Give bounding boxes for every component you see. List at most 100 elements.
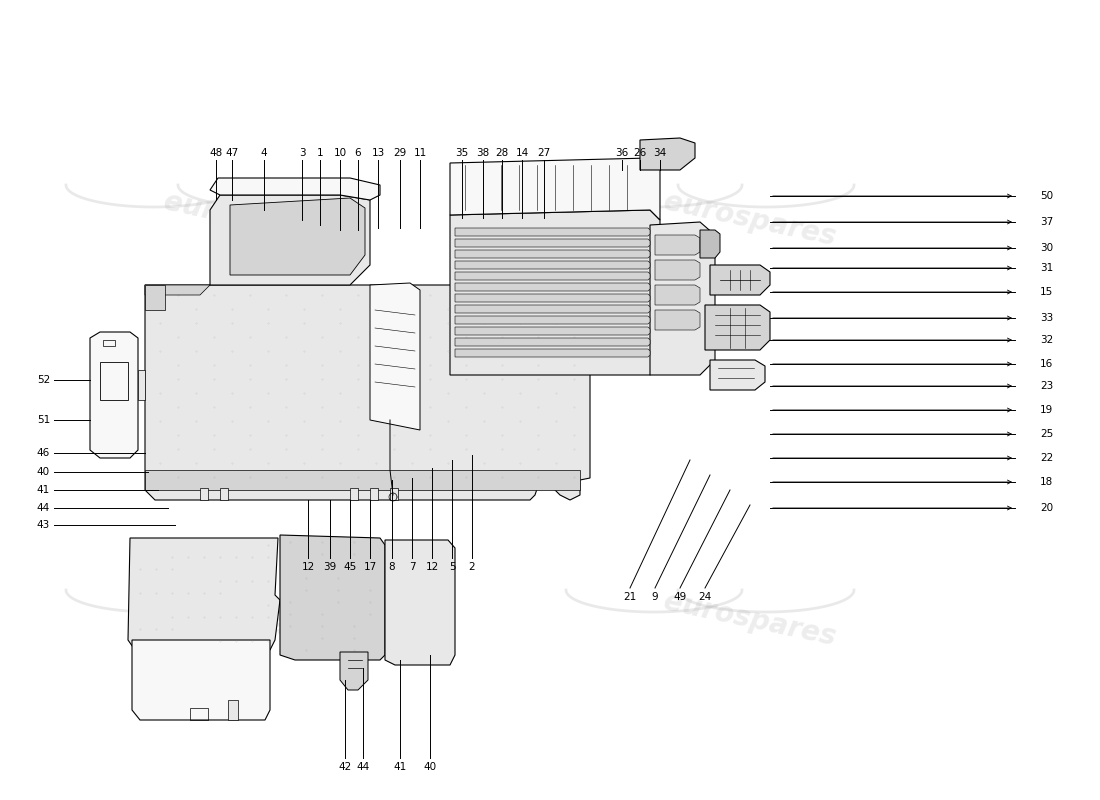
Polygon shape (132, 640, 270, 720)
Text: 12: 12 (426, 562, 439, 572)
Polygon shape (455, 305, 650, 313)
Text: 13: 13 (372, 148, 385, 158)
Text: 9: 9 (651, 592, 658, 602)
Text: 35: 35 (455, 148, 469, 158)
Polygon shape (350, 488, 358, 500)
Text: 38: 38 (476, 148, 490, 158)
Text: 52: 52 (36, 375, 50, 385)
Polygon shape (138, 370, 145, 400)
Polygon shape (370, 283, 420, 430)
Polygon shape (455, 228, 650, 236)
Polygon shape (280, 535, 385, 660)
Polygon shape (455, 239, 650, 247)
Text: 46: 46 (36, 448, 50, 458)
Text: 26: 26 (634, 148, 647, 158)
Text: 39: 39 (323, 562, 337, 572)
Polygon shape (710, 360, 764, 390)
Text: 11: 11 (414, 148, 427, 158)
Polygon shape (455, 294, 650, 302)
Polygon shape (128, 538, 280, 650)
Polygon shape (654, 285, 700, 305)
Text: 36: 36 (615, 148, 628, 158)
Polygon shape (700, 230, 720, 258)
Text: 6: 6 (354, 148, 361, 158)
Polygon shape (145, 470, 580, 490)
Polygon shape (230, 198, 365, 275)
Bar (100, 362, 128, 400)
Polygon shape (455, 327, 650, 335)
Text: 33: 33 (1040, 313, 1054, 323)
Polygon shape (228, 700, 238, 720)
Bar (103, 340, 116, 346)
Polygon shape (455, 250, 650, 258)
Polygon shape (455, 283, 650, 291)
Text: 47: 47 (226, 148, 239, 158)
Text: eurospares: eurospares (661, 588, 838, 652)
Text: 30: 30 (1040, 243, 1053, 253)
Text: 20: 20 (1040, 503, 1053, 513)
Polygon shape (145, 285, 165, 310)
Text: 44: 44 (356, 762, 370, 772)
Polygon shape (455, 316, 650, 324)
Text: 21: 21 (624, 592, 637, 602)
Polygon shape (200, 488, 208, 500)
Polygon shape (385, 540, 455, 665)
Text: 29: 29 (394, 148, 407, 158)
Text: 49: 49 (673, 592, 686, 602)
Text: 48: 48 (209, 148, 222, 158)
Polygon shape (210, 195, 370, 285)
Text: 22: 22 (1040, 453, 1054, 463)
Polygon shape (705, 305, 770, 350)
Text: 24: 24 (698, 592, 712, 602)
Polygon shape (650, 222, 715, 375)
Text: 3: 3 (299, 148, 306, 158)
Text: 17: 17 (363, 562, 376, 572)
Text: 2: 2 (469, 562, 475, 572)
Text: 7: 7 (409, 562, 416, 572)
Polygon shape (640, 138, 695, 170)
Text: 12: 12 (301, 562, 315, 572)
Text: 34: 34 (653, 148, 667, 158)
Text: 41: 41 (394, 762, 407, 772)
Text: eurospares: eurospares (162, 188, 339, 252)
Bar (190, 708, 208, 720)
Polygon shape (145, 285, 590, 500)
Text: 16: 16 (1040, 359, 1054, 369)
Text: 15: 15 (1040, 287, 1054, 297)
Polygon shape (455, 349, 650, 357)
Text: 50: 50 (1040, 191, 1053, 201)
Polygon shape (145, 285, 210, 295)
Text: 10: 10 (333, 148, 346, 158)
Text: 5: 5 (449, 562, 455, 572)
Text: 41: 41 (36, 485, 50, 495)
Text: 28: 28 (495, 148, 508, 158)
Polygon shape (654, 260, 700, 280)
Text: 45: 45 (343, 562, 356, 572)
Text: eurospares: eurospares (162, 588, 339, 652)
Text: 18: 18 (1040, 477, 1054, 487)
Polygon shape (654, 235, 700, 255)
Text: 51: 51 (36, 415, 50, 425)
Polygon shape (390, 488, 398, 500)
Text: 40: 40 (424, 762, 437, 772)
Text: 43: 43 (36, 520, 50, 530)
Polygon shape (90, 332, 138, 458)
Polygon shape (210, 178, 380, 200)
Text: 25: 25 (1040, 429, 1054, 439)
Polygon shape (455, 261, 650, 269)
Polygon shape (455, 272, 650, 280)
Polygon shape (450, 210, 660, 375)
Text: 44: 44 (36, 503, 50, 513)
Text: 42: 42 (339, 762, 352, 772)
Text: 1: 1 (317, 148, 323, 158)
Text: 40: 40 (37, 467, 50, 477)
Polygon shape (220, 488, 228, 500)
Text: 27: 27 (538, 148, 551, 158)
Text: 31: 31 (1040, 263, 1054, 273)
Text: 19: 19 (1040, 405, 1054, 415)
Polygon shape (455, 338, 650, 346)
Text: eurospares: eurospares (661, 188, 838, 252)
Text: 8: 8 (388, 562, 395, 572)
Text: 14: 14 (516, 148, 529, 158)
Polygon shape (450, 158, 660, 220)
